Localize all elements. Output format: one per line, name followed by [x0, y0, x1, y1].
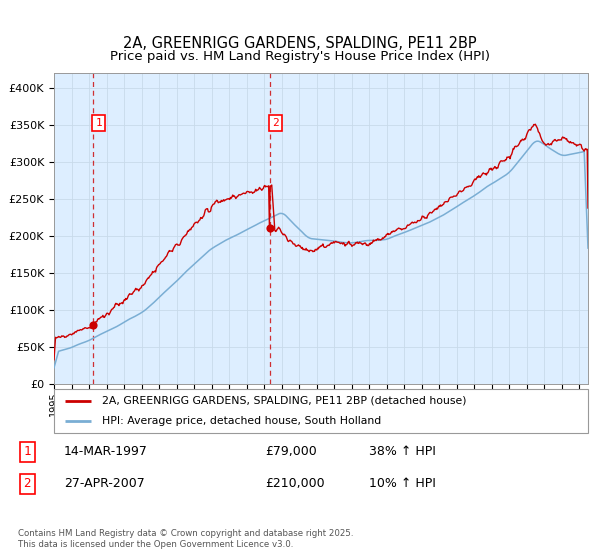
Text: 2A, GREENRIGG GARDENS, SPALDING, PE11 2BP: 2A, GREENRIGG GARDENS, SPALDING, PE11 2B…: [123, 36, 477, 52]
Text: 2: 2: [23, 477, 31, 490]
Text: HPI: Average price, detached house, South Holland: HPI: Average price, detached house, Sout…: [102, 416, 382, 426]
Text: Price paid vs. HM Land Registry's House Price Index (HPI): Price paid vs. HM Land Registry's House …: [110, 50, 490, 63]
Text: Contains HM Land Registry data © Crown copyright and database right 2025.
This d: Contains HM Land Registry data © Crown c…: [18, 529, 353, 549]
Point: [88, 321, 97, 330]
Text: £79,000: £79,000: [265, 445, 317, 459]
Text: 1: 1: [95, 118, 102, 128]
Text: 14-MAR-1997: 14-MAR-1997: [64, 445, 148, 459]
Text: 1: 1: [23, 445, 31, 459]
Text: 10% ↑ HPI: 10% ↑ HPI: [369, 477, 436, 490]
Text: 38% ↑ HPI: 38% ↑ HPI: [369, 445, 436, 459]
Text: 2A, GREENRIGG GARDENS, SPALDING, PE11 2BP (detached house): 2A, GREENRIGG GARDENS, SPALDING, PE11 2B…: [102, 396, 467, 406]
Text: 2: 2: [272, 118, 279, 128]
FancyBboxPatch shape: [54, 389, 588, 433]
Text: £210,000: £210,000: [265, 477, 325, 490]
Text: 27-APR-2007: 27-APR-2007: [64, 477, 145, 490]
Point: [265, 223, 275, 232]
